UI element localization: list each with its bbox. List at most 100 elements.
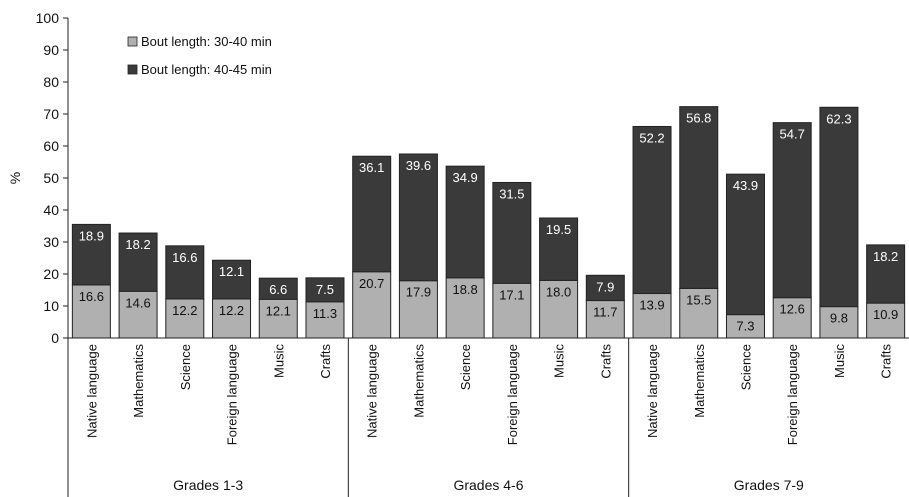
data-label: 14.6 [125,295,150,310]
bar-segment [212,298,252,339]
data-label: 43.9 [733,178,758,193]
bar-segment [305,277,345,303]
legend: Bout length: 30-40 min Bout length: 40-45… [127,34,272,77]
y-tick-label: 20 [43,266,59,282]
category-label: Crafts [598,344,613,379]
y-tick-label: 10 [43,298,59,314]
bar-segment [819,306,859,339]
y-tick-label: 50 [43,170,59,186]
data-label: 17.9 [406,285,431,300]
bar-segment [632,125,672,295]
bar-segment [632,293,672,339]
legend-label: Bout length: 40-45 min [141,62,272,77]
data-label: 16.6 [172,250,197,265]
data-label: 62.3 [826,111,851,126]
legend-swatch [127,36,138,47]
y-tick-label: 40 [43,202,59,218]
y-tick-label: 100 [36,10,60,26]
bar-segment [679,106,719,289]
bar-segment [772,297,812,339]
category-label: Music [271,344,286,378]
category-label: Mathematics [411,344,426,418]
category-label: Crafts [318,344,333,379]
legend-label: Bout length: 30-40 min [141,34,272,49]
data-label: 9.8 [830,311,848,326]
data-label: 11.7 [593,305,617,320]
bar-segment [258,277,298,300]
bar-segment [398,153,438,282]
data-label: 52.2 [639,130,664,145]
y-tick-label: 60 [43,138,59,154]
category-label: Mathematics [131,344,146,418]
y-tick-label: 0 [51,330,59,346]
bar-segment [866,302,906,339]
bar-segment [118,232,158,292]
data-label: 12.1 [266,303,291,318]
data-label: 34.9 [452,170,477,185]
category-label: Science [738,344,753,390]
data-label: 12.6 [780,302,805,317]
data-label: 17.1 [499,287,524,302]
bar-segment [118,290,158,339]
bar-segment [445,165,485,279]
data-label: 13.9 [639,298,664,313]
category-label: Native language [645,344,660,438]
bar-segment [71,284,111,339]
bar-segment [165,298,205,339]
data-label: 54.7 [780,127,805,142]
category-label: Mathematics [692,344,707,418]
bar-segment [165,245,205,300]
data-label: 39.6 [406,158,431,173]
bars: 16.6 18.9 14.6 18.2 12.2 16.6 12.2 12.1 12.1 6.6 1… [71,106,906,339]
bar-segment [819,106,859,308]
bar-segment [352,155,392,273]
bar-segment [725,173,765,316]
bar-segment [585,274,625,302]
bar-segment [71,223,111,286]
y-tick-label: 30 [43,234,59,250]
data-label: 7.9 [596,279,614,294]
data-label: 19.5 [546,222,571,237]
data-label: 18.8 [452,282,477,297]
bar-segment [212,259,252,300]
category-label: Science [178,344,193,390]
data-label: 20.7 [359,276,384,291]
category-label: Native language [365,344,380,438]
data-label: 12.2 [172,303,197,318]
bar-segment [866,244,906,304]
data-label: 18.0 [546,284,571,299]
category-label: Foreign language [505,344,520,445]
data-label: 18.2 [125,237,150,252]
bar-segment [258,298,298,339]
data-label: 12.2 [219,303,244,318]
y-tick-label: 70 [43,106,59,122]
bar-segment [398,280,438,339]
bar-segment [772,122,812,299]
bar-segment [539,217,579,281]
category-label: Music [552,344,567,378]
bar-segment [492,282,532,339]
bar-segment [539,279,579,339]
data-label: 18.9 [79,228,104,243]
data-label: 7.5 [316,282,334,297]
bar-segment [492,181,532,284]
data-label: 11.3 [313,306,337,321]
y-axis-label: % [7,172,23,184]
data-label: 12.1 [219,264,244,279]
group-label: Grades 4-6 [453,477,523,493]
group-label: Grades 1-3 [173,477,243,493]
data-label: 10.9 [873,307,898,322]
category-label: Science [458,344,473,390]
y-tick-label: 80 [43,74,59,90]
bar-segment [305,301,345,339]
category-label: Crafts [879,344,894,379]
axes: 0 10 20 30 40 50 60 70 80 90 100 [36,10,909,497]
bar-segment [679,287,719,339]
group-label: Grades 7-9 [734,477,804,493]
category-label: Foreign language [225,344,240,445]
data-label: 6.6 [269,282,287,297]
data-label: 31.5 [499,186,524,201]
data-label: 7.3 [736,319,754,334]
category-labels: Native language Mathematics Science Foreign… [84,344,893,493]
